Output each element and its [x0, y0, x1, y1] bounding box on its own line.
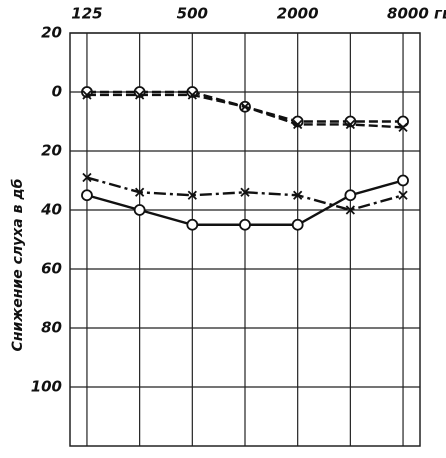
- marker-x: [135, 90, 145, 100]
- x-tick-label: 2000: [277, 5, 319, 23]
- marker-x: [135, 187, 145, 197]
- marker-x: [82, 90, 92, 100]
- marker-circle: [239, 218, 251, 231]
- y-axis-label: Снижение слуха в дб: [10, 179, 26, 352]
- marker-x: [398, 190, 408, 200]
- y-tick-label: 0: [52, 83, 62, 101]
- marker-circle: [291, 218, 304, 231]
- marker-x: [345, 205, 355, 215]
- y-tick-label: 80: [41, 319, 62, 337]
- marker-x: [345, 119, 355, 130]
- y-tick-label: 20: [41, 142, 62, 160]
- x-tick-label: 8000 гц: [387, 5, 446, 23]
- marker-x: [82, 172, 92, 183]
- marker-x: [187, 90, 197, 100]
- marker-x: [293, 190, 303, 200]
- y-tick-label: 60: [41, 260, 62, 278]
- x-tick-label: 125: [71, 5, 102, 23]
- x-tick-label: 500: [177, 5, 208, 23]
- marker-circle: [81, 189, 93, 202]
- marker-circle: [186, 218, 199, 231]
- marker-circle: [344, 189, 357, 202]
- marker-circle: [133, 204, 146, 216]
- y-tick-label: 40: [40, 201, 62, 219]
- marker-x: [240, 187, 250, 197]
- marker-circle: [397, 174, 409, 187]
- y-tick-label: 100: [31, 378, 62, 396]
- marker-x: [398, 122, 408, 133]
- marker-x: [293, 119, 303, 130]
- y-tick-label: 20: [41, 24, 62, 42]
- marker-x: [240, 102, 250, 112]
- marker-x: [187, 190, 197, 200]
